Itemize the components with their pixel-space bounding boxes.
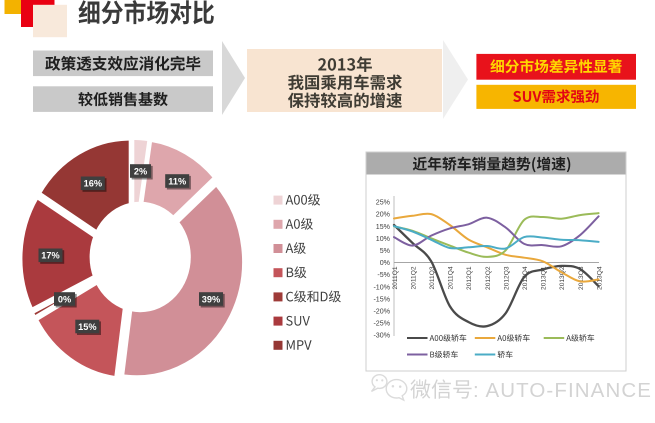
svg-text:2011Q3: 2011Q3 [429, 266, 436, 289]
svg-text:39%: 39% [202, 294, 220, 304]
svg-text:2013Q1: 2013Q1 [541, 266, 548, 290]
svg-text:2013Q2: 2013Q2 [559, 266, 566, 290]
svg-text:2013Q3: 2013Q3 [578, 266, 585, 290]
svg-text:-5%: -5% [377, 271, 390, 279]
svg-text:-15%: -15% [373, 295, 390, 303]
svg-text:0%: 0% [380, 259, 391, 267]
svg-text:-25%: -25% [373, 320, 390, 328]
svg-text:0%: 0% [58, 294, 71, 304]
svg-text:2%: 2% [134, 166, 147, 176]
svg-text:20%: 20% [376, 211, 391, 219]
svg-text:2011Q1: 2011Q1 [392, 266, 399, 289]
svg-text:2012Q3: 2012Q3 [503, 266, 510, 290]
svg-text:2012Q4: 2012Q4 [522, 266, 529, 290]
svg-text:15%: 15% [78, 322, 96, 332]
svg-text:5%: 5% [380, 247, 391, 255]
svg-text:: AUTO-FINANCE: : AUTO-FINANCE [473, 379, 652, 402]
svg-text:2012Q2: 2012Q2 [485, 266, 492, 290]
svg-text:10%: 10% [376, 235, 391, 243]
svg-text:2011Q2: 2011Q2 [410, 266, 417, 289]
svg-text:2013Q4: 2013Q4 [596, 266, 603, 290]
svg-text:2012Q1: 2012Q1 [466, 266, 473, 290]
svg-text:2011Q4: 2011Q4 [448, 266, 455, 289]
svg-text:25%: 25% [376, 199, 391, 207]
svg-text:11%: 11% [168, 176, 186, 186]
svg-text:-10%: -10% [373, 283, 390, 291]
svg-text:16%: 16% [84, 179, 102, 189]
svg-text:-30%: -30% [373, 332, 390, 340]
svg-text:15%: 15% [376, 223, 391, 231]
svg-text:-20%: -20% [373, 308, 390, 316]
svg-text:17%: 17% [41, 251, 59, 261]
